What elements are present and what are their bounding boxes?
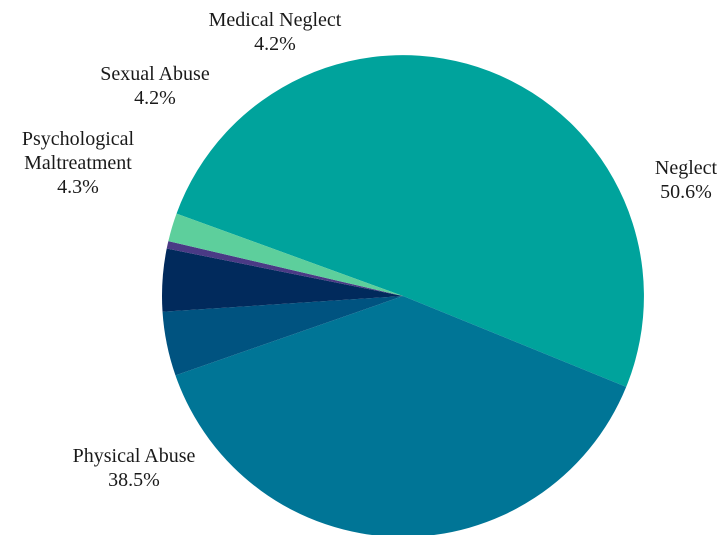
slice-name-label: Psychological	[22, 128, 135, 150]
slice-name-label: Maltreatment	[24, 152, 132, 174]
slice-name-label: Physical Abuse	[73, 445, 196, 467]
slice-label-neglect: Neglect 50.6%	[655, 157, 718, 203]
slice-value-label: 38.5%	[108, 469, 160, 491]
pie-slice-physical-abuse	[175, 296, 627, 535]
slice-label-psychological-maltreatment: Psychological Maltreatment 4.3%	[22, 128, 135, 198]
slice-name-label: Sexual Abuse	[100, 63, 210, 85]
pie-labels: Neglect 50.6% Physical Abuse 38.5% Psycholog…	[22, 9, 718, 491]
pie-slice-neglect	[176, 55, 644, 387]
slice-value-label: 4.2%	[134, 87, 176, 109]
slice-name-label: Neglect	[655, 157, 718, 179]
slice-label-sexual-abuse: Sexual Abuse 4.2%	[100, 63, 210, 109]
slice-label-physical-abuse: Physical Abuse 38.5%	[73, 445, 196, 491]
slice-label-medical-neglect: Medical Neglect 4.2%	[209, 9, 342, 55]
pie-slice-sexual-abuse	[162, 248, 403, 312]
slice-value-label: 4.2%	[254, 33, 296, 55]
slice-value-label: 50.6%	[660, 181, 712, 203]
slice-value-label: 4.3%	[57, 176, 99, 198]
pie-slice-psychological-maltreatment	[162, 296, 403, 376]
pie-slices	[162, 55, 644, 535]
pie-slice-unlabeled-4	[166, 241, 403, 296]
slice-name-label: Medical Neglect	[209, 9, 342, 31]
pie-slice-medical-neglect	[168, 213, 403, 296]
